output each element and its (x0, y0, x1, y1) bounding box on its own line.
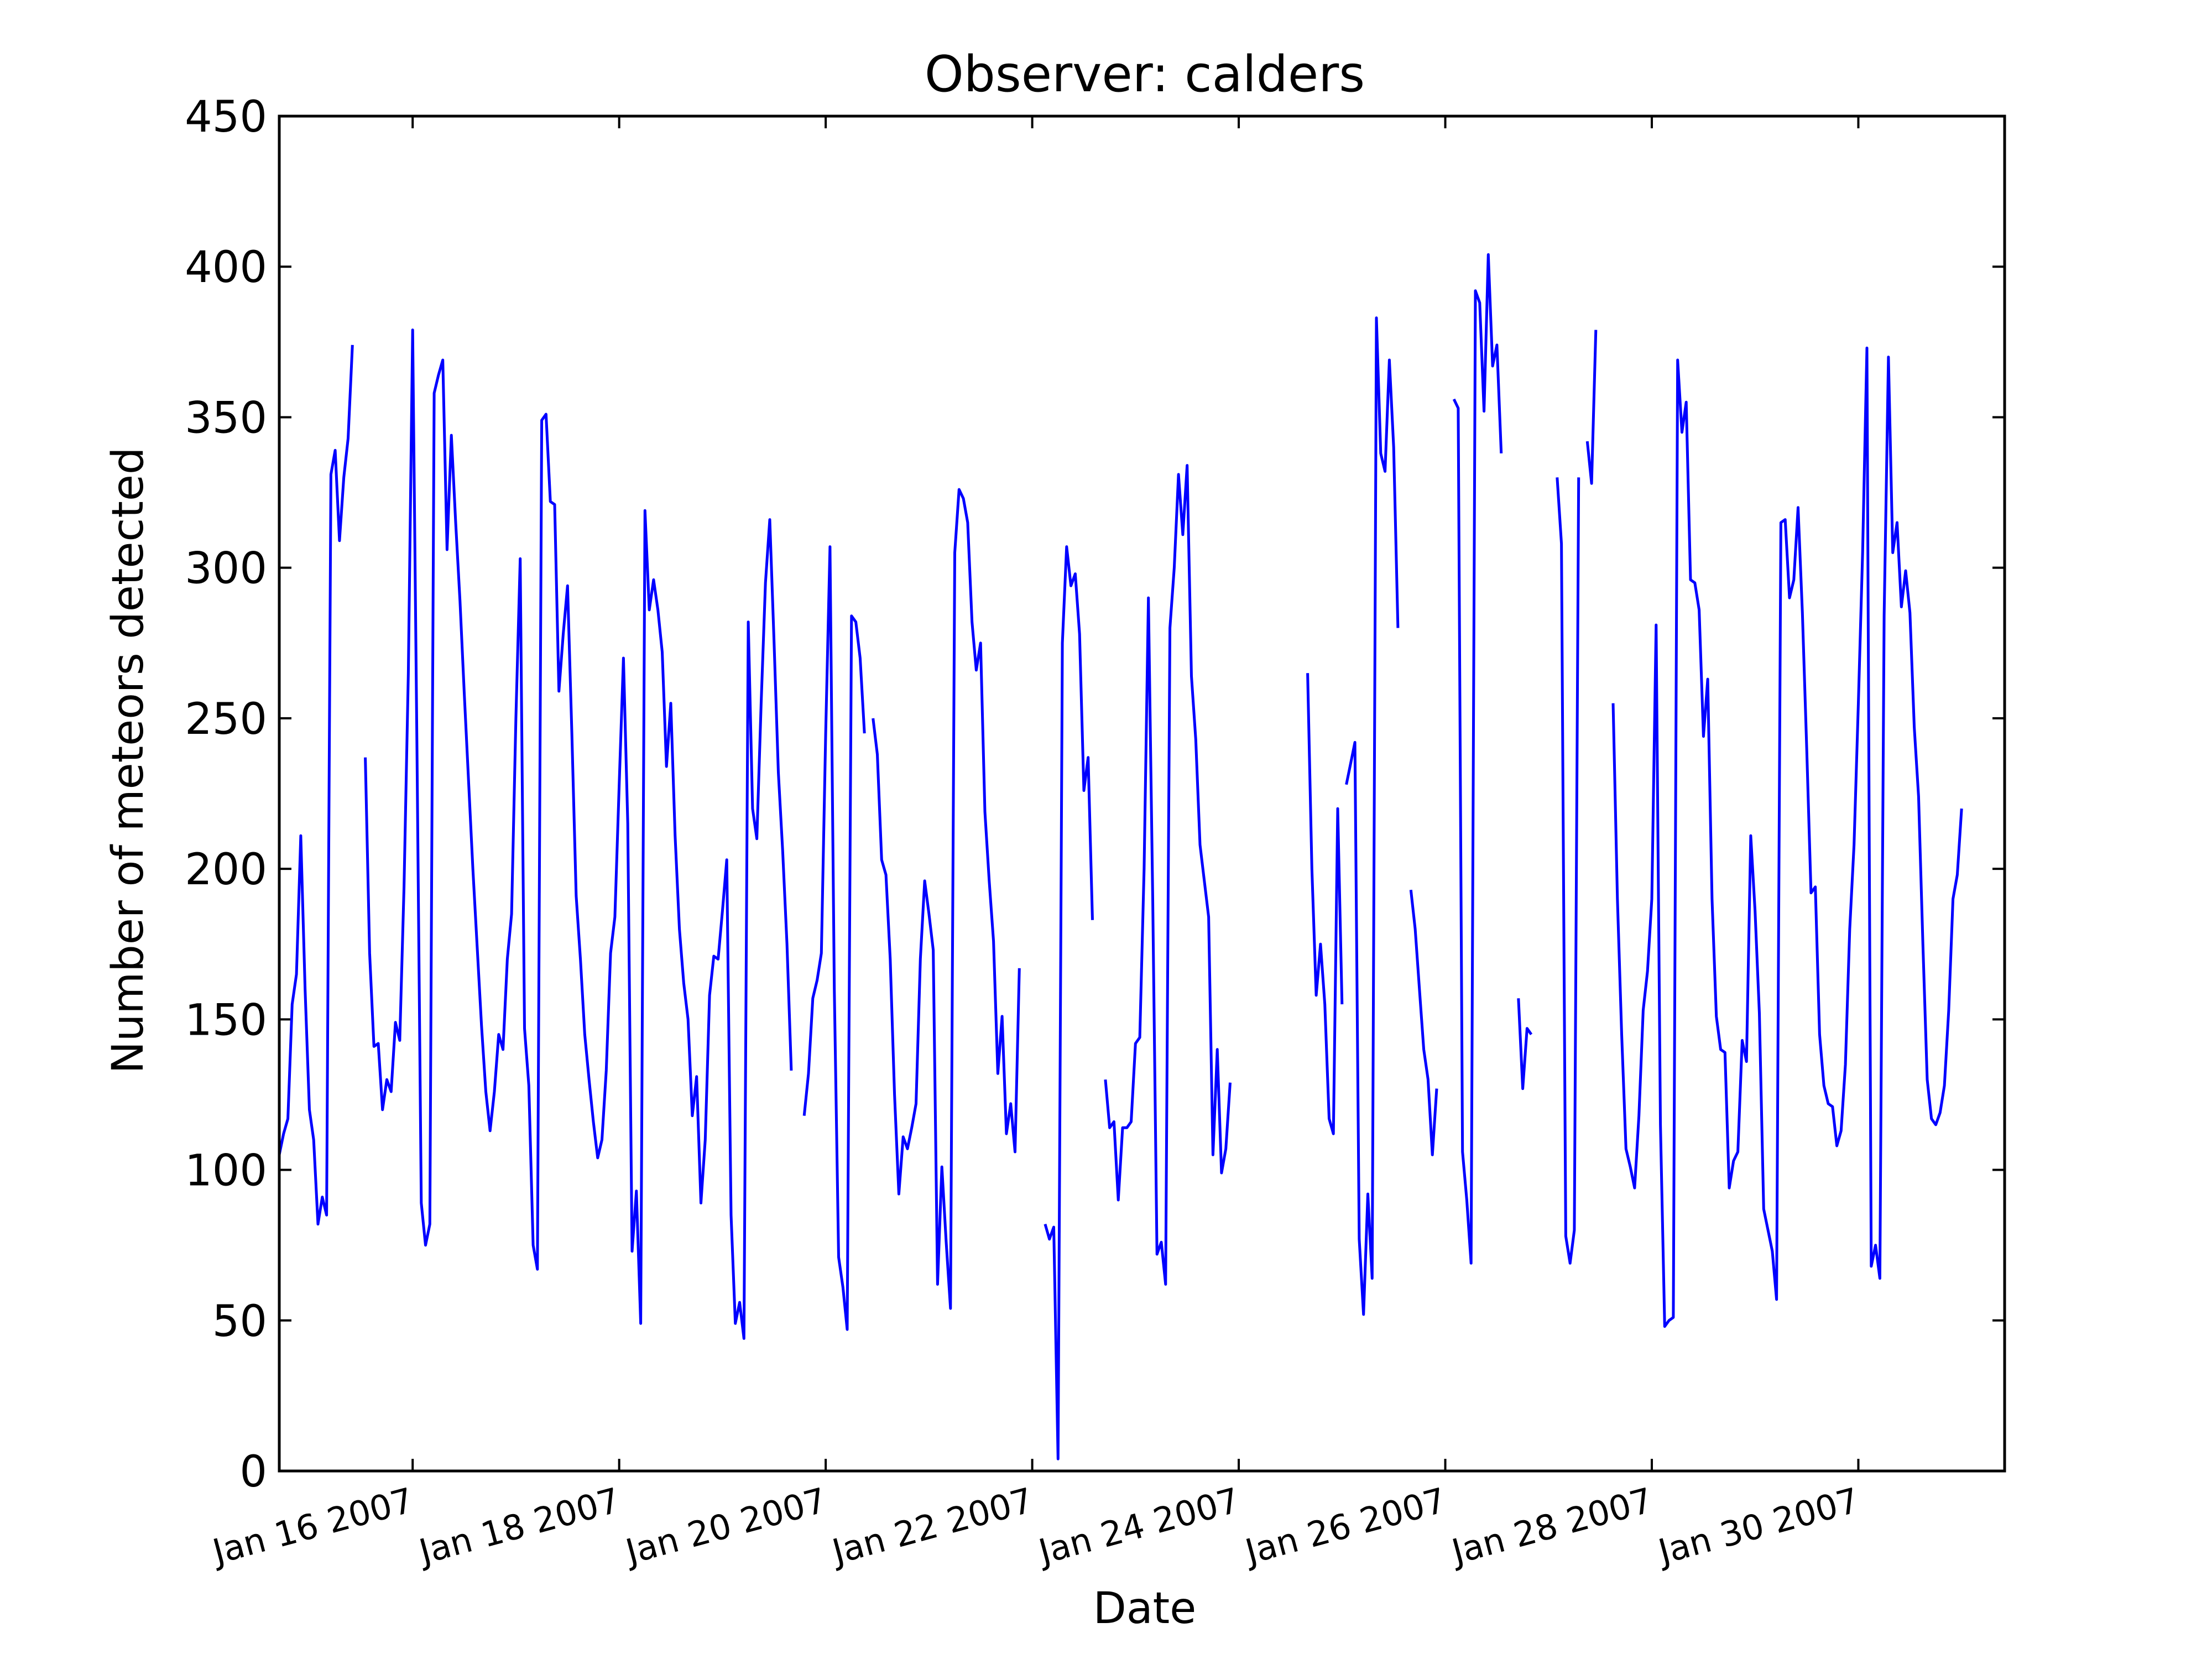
y-axis-label: Number of meteors detected (103, 447, 153, 1074)
series-line-segment (1409, 889, 1438, 1156)
series-line-segment (1345, 316, 1400, 1316)
series-line-segment (1585, 330, 1598, 485)
y-tick-label: 400 (185, 243, 267, 293)
y-tick-label: 100 (185, 1146, 267, 1196)
series-line-segment (1611, 346, 1963, 1328)
series-line-segment (1556, 477, 1580, 1265)
y-tick-label: 0 (239, 1447, 267, 1497)
x-axis-label: Date (1093, 1584, 1196, 1634)
series-line-segment (872, 488, 1021, 1310)
series-line-segment (1104, 464, 1232, 1286)
plot-area-frame (278, 114, 2006, 1473)
y-tick-label: 450 (185, 92, 267, 142)
y-axis: 0 50 100 150 200 250 300 350 400 450 (185, 92, 2005, 1497)
chart-title: Observer: calders (925, 45, 1365, 103)
series-line-segment (1044, 545, 1094, 1460)
y-tick-label: 50 (212, 1297, 267, 1347)
y-tick-label: 350 (185, 393, 267, 443)
y-tick-label: 200 (185, 845, 267, 895)
series-line-segment (802, 545, 866, 1331)
series-line-segment (364, 328, 793, 1340)
series-number-of-meteors (278, 253, 1963, 1460)
y-tick-label: 250 (185, 695, 267, 744)
y-tick-label: 150 (185, 995, 267, 1045)
series-line-segment (1452, 253, 1503, 1265)
y-tick-label: 300 (185, 544, 267, 594)
series-line-segment (1306, 673, 1344, 1135)
series-line-segment (1517, 998, 1533, 1091)
series-line-segment (278, 345, 354, 1226)
